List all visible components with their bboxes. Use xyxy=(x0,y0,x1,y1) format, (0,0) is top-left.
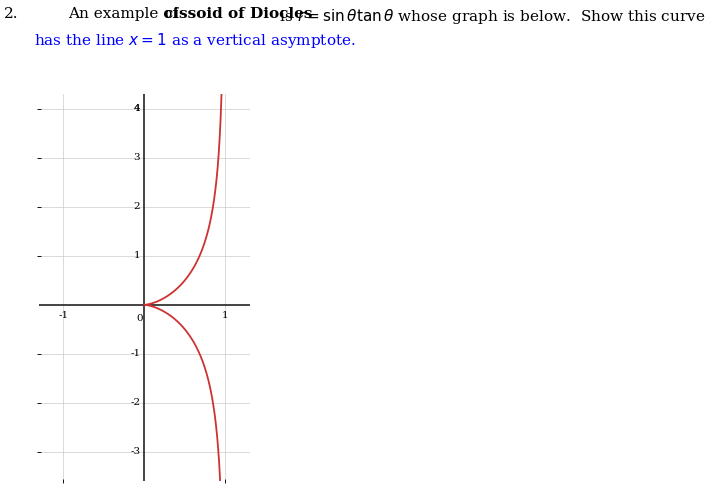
Text: -3: -3 xyxy=(130,447,140,456)
Text: 3: 3 xyxy=(133,153,140,162)
Text: 4: 4 xyxy=(133,105,140,114)
Text: 1: 1 xyxy=(222,311,229,320)
Text: 2: 2 xyxy=(133,202,140,211)
Text: cissoid of Diocles: cissoid of Diocles xyxy=(164,7,312,21)
Text: -1: -1 xyxy=(58,311,68,320)
Text: 0: 0 xyxy=(136,313,143,322)
Text: -1: -1 xyxy=(130,349,140,358)
Text: 4: 4 xyxy=(133,105,140,114)
Text: -2: -2 xyxy=(130,398,140,407)
Text: An example of: An example of xyxy=(68,7,183,21)
Text: 2.: 2. xyxy=(4,7,18,21)
Text: is $r = \sin\theta\tan\theta$ whose graph is below.  Show this curve: is $r = \sin\theta\tan\theta$ whose grap… xyxy=(275,7,706,26)
Text: has the line $x = 1$ as a vertical asymptote.: has the line $x = 1$ as a vertical asymp… xyxy=(34,31,356,50)
Text: 1: 1 xyxy=(133,251,140,260)
